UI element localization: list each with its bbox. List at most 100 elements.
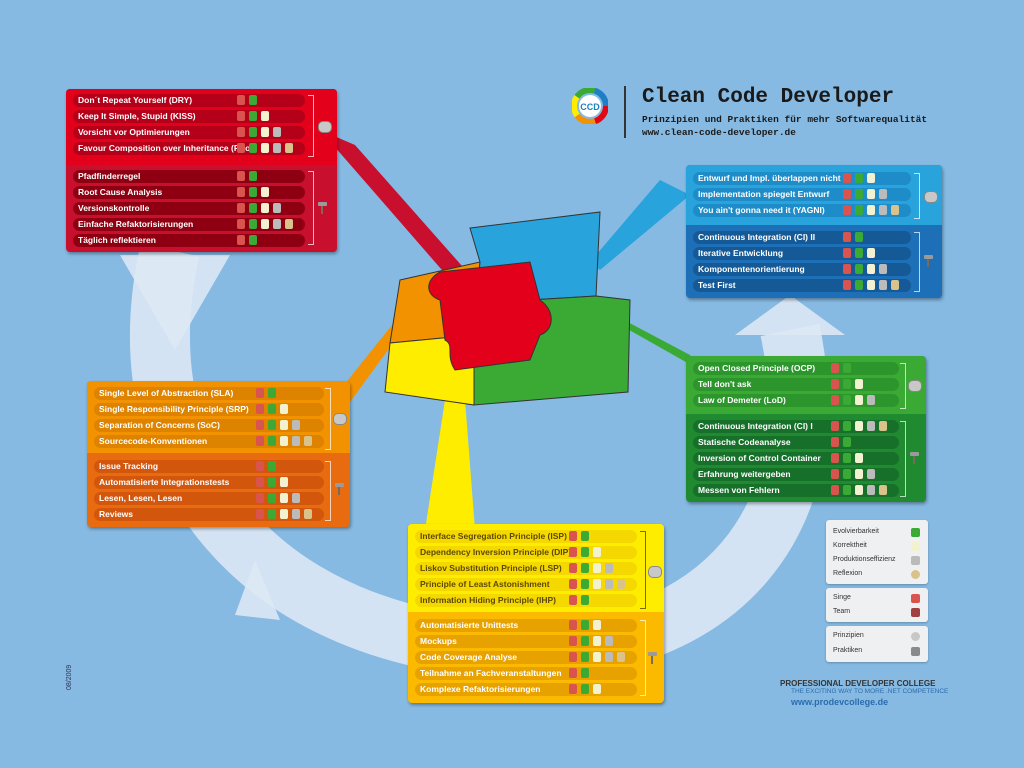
gears-icon — [292, 420, 300, 430]
check-icon — [280, 420, 288, 430]
person-icon — [237, 235, 245, 245]
tree-icon — [249, 219, 257, 229]
person-icon — [843, 280, 851, 290]
list-item: Information Hiding Principle (IHP) — [415, 594, 637, 607]
hammer-icon — [911, 647, 920, 656]
list-item: Komponentenorientierung — [693, 263, 911, 276]
list-item: Dependency Inversion Principle (DIP) — [415, 546, 637, 559]
gears-icon — [911, 556, 920, 565]
person-icon — [569, 531, 577, 541]
college-url[interactable]: www.prodevcollege.de — [791, 697, 889, 707]
bulb-icon — [879, 421, 887, 431]
person-icon — [256, 509, 264, 519]
gears-icon — [867, 395, 875, 405]
bulb-icon — [911, 570, 920, 579]
gears-icon — [867, 421, 875, 431]
red-practices: Pfadfinderregel Root Cause Analysis Vers… — [66, 168, 337, 252]
list-item: Root Cause Analysis — [73, 186, 305, 199]
person-icon — [843, 189, 851, 199]
person-icon — [831, 395, 839, 405]
person-icon — [256, 436, 264, 446]
person-icon — [569, 579, 577, 589]
group-bracket — [914, 173, 920, 219]
person-icon — [569, 652, 577, 662]
legend-label: Team — [833, 608, 851, 615]
person-icon — [256, 420, 264, 430]
brain-icon — [911, 632, 920, 641]
person-icon — [569, 595, 577, 605]
yellow-principles: Interface Segregation Principle (ISP) De… — [408, 524, 664, 612]
list-item: You ain't gonna need it (YAGNI) — [693, 204, 911, 217]
list-item: Statische Codeanalyse — [693, 436, 899, 449]
person-icon — [256, 477, 264, 487]
green-practices: Continuous Integration (CI) I Statische … — [686, 418, 926, 502]
gears-icon — [605, 652, 613, 662]
person-icon — [831, 421, 839, 431]
list-item: Single Level of Abstraction (SLA) — [94, 387, 324, 400]
group-bracket — [914, 232, 920, 292]
tree-icon — [855, 248, 863, 258]
tree-icon — [581, 563, 589, 573]
gears-icon — [273, 219, 281, 229]
person-icon — [569, 563, 577, 573]
puzzle — [384, 211, 631, 406]
tree-icon — [249, 143, 257, 153]
list-item: Continuous Integration (CI) I — [693, 420, 899, 433]
tree-icon — [249, 203, 257, 213]
list-item: Keep It Simple, Stupid (KISS) — [73, 110, 305, 123]
list-item: Automatisierte Unittests — [415, 619, 637, 632]
check-icon — [855, 453, 863, 463]
list-item: Einfache Refaktorisierungen — [73, 218, 305, 231]
tree-icon — [843, 395, 851, 405]
panel-orange: Single Level of Abstraction (SLA) Single… — [87, 381, 350, 527]
panel-blue: Entwurf und Impl. überlappen nicht Imple… — [686, 165, 942, 298]
gears-icon — [292, 509, 300, 519]
list-item: Täglich reflektieren — [73, 234, 305, 247]
list-item: Code Coverage Analyse — [415, 651, 637, 664]
svg-text:CCD: CCD — [580, 102, 600, 112]
legend-label: Reflexion — [833, 570, 863, 577]
list-item: Favour Composition over Inheritance (FCo… — [73, 142, 305, 155]
arrow-head-right — [735, 295, 845, 335]
legend-label: Korrektheit — [833, 542, 867, 549]
person-icon — [843, 205, 851, 215]
check-icon — [261, 111, 269, 121]
person-icon — [256, 388, 264, 398]
tree-icon — [249, 187, 257, 197]
gears-icon — [605, 563, 613, 573]
group-bracket — [325, 388, 331, 450]
list-item: Mockups — [415, 635, 637, 648]
check-icon — [280, 477, 288, 487]
person-icon — [237, 171, 245, 181]
tree-icon — [268, 436, 276, 446]
tree-icon — [581, 684, 589, 694]
list-item: Tell don't ask — [693, 378, 899, 391]
bulb-icon — [891, 205, 899, 215]
person-icon — [911, 594, 920, 603]
gears-icon — [273, 143, 281, 153]
list-item: Issue Tracking — [94, 460, 324, 473]
legend-label: Praktiken — [833, 647, 863, 654]
list-item: Law of Demeter (LoD) — [693, 394, 899, 407]
check-icon — [593, 684, 601, 694]
check-icon — [593, 579, 601, 589]
legend-label: Evolvierbarkeit — [833, 528, 879, 535]
tree-icon — [581, 652, 589, 662]
poster-date: 08/2009 — [66, 664, 73, 690]
check-icon — [867, 280, 875, 290]
check-icon — [593, 652, 601, 662]
tree-icon — [268, 493, 276, 503]
person-icon — [256, 404, 264, 414]
check-icon — [280, 493, 288, 503]
gears-icon — [879, 205, 887, 215]
person-icon — [256, 461, 264, 471]
person-icon — [843, 232, 851, 242]
blue-practices: Continuous Integration (CI) II Iterative… — [686, 229, 942, 298]
hammer-icon — [318, 202, 327, 214]
team-icon — [911, 608, 920, 617]
gears-icon — [605, 636, 613, 646]
check-icon — [911, 542, 920, 551]
brain-icon — [318, 121, 332, 133]
gears-icon — [605, 579, 613, 589]
puzzle-red — [428, 261, 552, 371]
